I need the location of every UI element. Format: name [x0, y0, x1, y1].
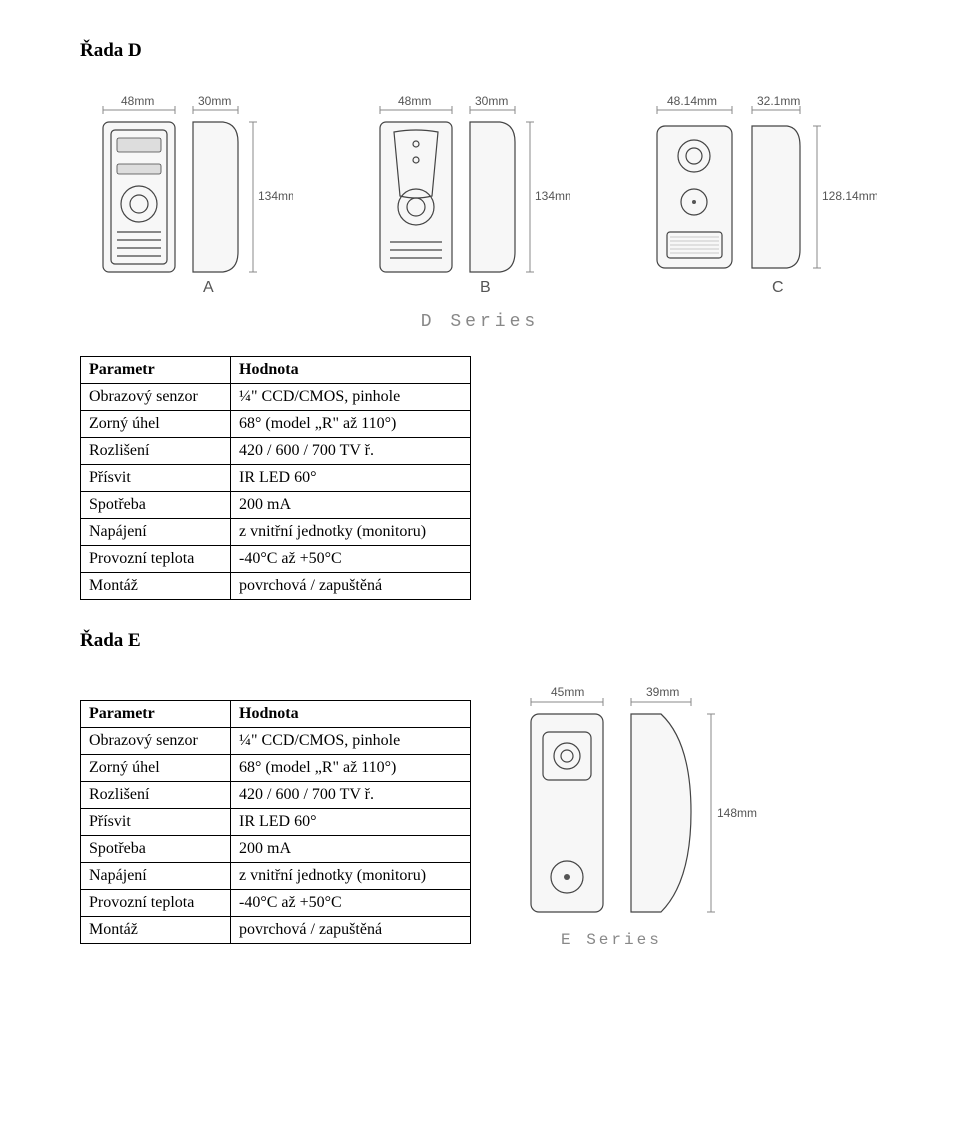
d-series-diagrams: 48mm 30mm 134mm A 48mm 30mm: [50, 92, 910, 302]
dim-a-height: 134mm: [258, 189, 293, 203]
table-row: PřísvitIR LED 60°: [81, 809, 471, 836]
dim-c-depth: 32.1mm: [757, 94, 800, 108]
letter-a: A: [203, 279, 214, 296]
table-row: Spotřeba200 mA: [81, 492, 471, 519]
dim-a-depth: 30mm: [198, 94, 231, 108]
diagram-e: 45mm 39mm 148mm E Series: [501, 682, 781, 962]
table-row: Napájeníz vnitřní jednotky (monitoru): [81, 863, 471, 890]
table-row: Montážpovrchová / zapuštěná: [81, 573, 471, 600]
table-row: Montážpovrchová / zapuštěná: [81, 917, 471, 944]
d-series-caption: D Series: [50, 312, 910, 332]
table-row: Provozní teplota-40°C až +50°C: [81, 890, 471, 917]
dim-c-height: 128.14mm: [822, 189, 877, 203]
th-value: Hodnota: [231, 701, 471, 728]
table-row: ParametrHodnota: [81, 701, 471, 728]
dim-e-width: 45mm: [551, 685, 584, 699]
th-value: Hodnota: [231, 357, 471, 384]
diagram-d-a: 48mm 30mm 134mm A: [83, 92, 293, 302]
dim-a-width: 48mm: [121, 94, 154, 108]
table-row: PřísvitIR LED 60°: [81, 465, 471, 492]
th-param: Parametr: [81, 357, 231, 384]
table-e-params: ParametrHodnota Obrazový senzor¼" CCD/CM…: [80, 700, 471, 944]
table-row: Spotřeba200 mA: [81, 836, 471, 863]
section-e-title: Řada E: [80, 630, 910, 652]
section-d-title: Řada D: [80, 40, 910, 62]
dim-e-height: 148mm: [717, 806, 757, 820]
table-row: Napájeníz vnitřní jednotky (monitoru): [81, 519, 471, 546]
dim-b-width: 48mm: [398, 94, 431, 108]
letter-b: B: [480, 279, 491, 296]
diagram-d-c: 48.14mm 32.1mm 128.14mm C: [637, 92, 877, 302]
table-row: Obrazový senzor¼" CCD/CMOS, pinhole: [81, 384, 471, 411]
th-param: Parametr: [81, 701, 231, 728]
diagram-d-b: 48mm 30mm 134mm B: [360, 92, 570, 302]
table-row: Provozní teplota-40°C až +50°C: [81, 546, 471, 573]
table-row: Rozlišení420 / 600 / 700 TV ř.: [81, 438, 471, 465]
table-row: Zorný úhel68° (model „R" až 110°): [81, 411, 471, 438]
dim-e-depth: 39mm: [646, 685, 679, 699]
table-d-params: ParametrHodnota Obrazový senzor¼" CCD/CM…: [80, 356, 471, 600]
letter-c: C: [772, 279, 784, 296]
e-series-caption: E Series: [561, 931, 662, 949]
table-row: Obrazový senzor¼" CCD/CMOS, pinhole: [81, 728, 471, 755]
dim-b-height: 134mm: [535, 189, 570, 203]
table-row: Rozlišení420 / 600 / 700 TV ř.: [81, 782, 471, 809]
dim-b-depth: 30mm: [475, 94, 508, 108]
dim-c-width: 48.14mm: [667, 94, 717, 108]
table-row: Zorný úhel68° (model „R" až 110°): [81, 755, 471, 782]
table-row: ParametrHodnota: [81, 357, 471, 384]
